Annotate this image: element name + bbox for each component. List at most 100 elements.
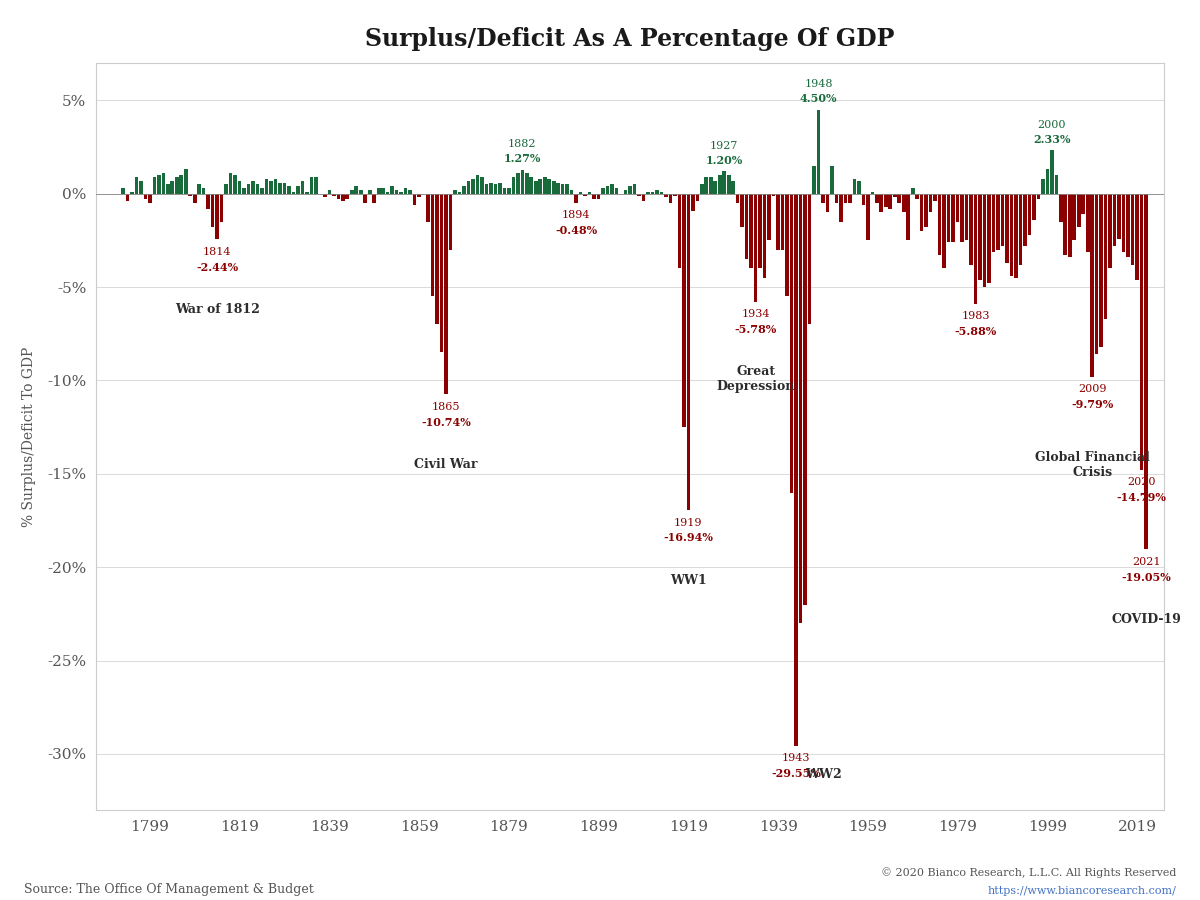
Bar (211, 194, 215, 228)
Bar (758, 194, 762, 268)
Bar (287, 186, 290, 194)
Text: -2.44%: -2.44% (196, 262, 239, 273)
Y-axis label: % Surplus/Deficit To GDP: % Surplus/Deficit To GDP (22, 346, 36, 526)
Bar (808, 194, 811, 324)
Bar (1076, 194, 1080, 228)
Bar (539, 179, 542, 194)
Bar (148, 194, 151, 203)
Bar (1122, 194, 1126, 252)
Bar (215, 194, 218, 239)
Bar (390, 186, 394, 194)
Bar (848, 194, 852, 203)
Bar (529, 177, 533, 194)
Bar (1058, 194, 1062, 221)
Bar (898, 194, 901, 203)
Bar (826, 194, 829, 212)
Bar (368, 190, 372, 194)
Bar (988, 194, 991, 284)
Bar (776, 194, 780, 249)
Bar (785, 194, 788, 296)
Bar (790, 194, 793, 492)
Text: 1.20%: 1.20% (706, 155, 743, 166)
Text: -29.55%: -29.55% (772, 768, 821, 779)
Bar (1091, 194, 1094, 376)
Bar (310, 177, 313, 194)
Bar (198, 184, 202, 194)
Text: 2020: 2020 (1127, 477, 1156, 488)
Bar (862, 194, 865, 205)
Bar (799, 194, 803, 623)
Bar (202, 188, 205, 194)
Bar (431, 194, 434, 296)
Text: Global Financial
Crisis: Global Financial Crisis (1034, 451, 1150, 480)
Bar (162, 173, 166, 194)
Bar (238, 181, 241, 194)
Bar (524, 173, 528, 194)
Bar (763, 194, 767, 278)
Text: 2000: 2000 (1038, 120, 1066, 130)
Bar (700, 184, 703, 194)
Bar (583, 194, 587, 195)
Bar (534, 181, 538, 194)
Bar (323, 194, 326, 197)
Bar (614, 188, 618, 194)
Bar (924, 194, 928, 228)
Bar (121, 188, 125, 194)
Bar (542, 177, 546, 194)
Text: 1934: 1934 (742, 309, 770, 320)
Bar (350, 190, 354, 194)
Bar (749, 194, 752, 268)
Text: -10.74%: -10.74% (421, 417, 470, 428)
Bar (1019, 194, 1022, 265)
Bar (224, 184, 228, 194)
Bar (560, 184, 564, 194)
Text: 1894: 1894 (562, 211, 590, 220)
Bar (175, 177, 179, 194)
Text: © 2020 Bianco Research, L.L.C. All Rights Reserved: © 2020 Bianco Research, L.L.C. All Right… (881, 867, 1176, 877)
Bar (152, 177, 156, 194)
Bar (454, 190, 457, 194)
Bar (269, 181, 272, 194)
Bar (1145, 194, 1148, 550)
Bar (835, 194, 839, 203)
Bar (1112, 194, 1116, 246)
Bar (691, 194, 695, 211)
Bar (382, 188, 385, 194)
Text: 1919: 1919 (674, 518, 702, 527)
Bar (893, 194, 896, 197)
Bar (794, 194, 798, 745)
Bar (265, 179, 269, 194)
Bar (511, 177, 515, 194)
Bar (696, 194, 700, 202)
Bar (493, 184, 497, 194)
Bar (965, 194, 968, 240)
Bar (947, 194, 950, 242)
Bar (386, 192, 390, 194)
Bar (332, 194, 336, 195)
Text: 2009: 2009 (1078, 384, 1106, 394)
Bar (134, 177, 138, 194)
Text: WW1: WW1 (670, 573, 707, 587)
Bar (812, 166, 816, 194)
Bar (521, 170, 524, 194)
Bar (400, 192, 403, 194)
Text: 1.27%: 1.27% (504, 153, 541, 165)
Bar (902, 194, 906, 212)
Bar (301, 181, 305, 194)
Bar (157, 175, 161, 194)
Bar (1081, 194, 1085, 214)
Bar (960, 194, 964, 242)
Bar (557, 183, 560, 194)
Bar (480, 177, 484, 194)
Bar (632, 184, 636, 194)
Bar (1063, 194, 1067, 256)
Bar (601, 188, 605, 194)
Bar (803, 194, 806, 605)
Bar (305, 192, 308, 194)
Bar (844, 194, 847, 203)
Bar (444, 194, 448, 394)
Bar (462, 186, 466, 194)
Bar (973, 194, 977, 303)
Bar (1109, 194, 1112, 268)
Text: -5.78%: -5.78% (734, 324, 776, 335)
